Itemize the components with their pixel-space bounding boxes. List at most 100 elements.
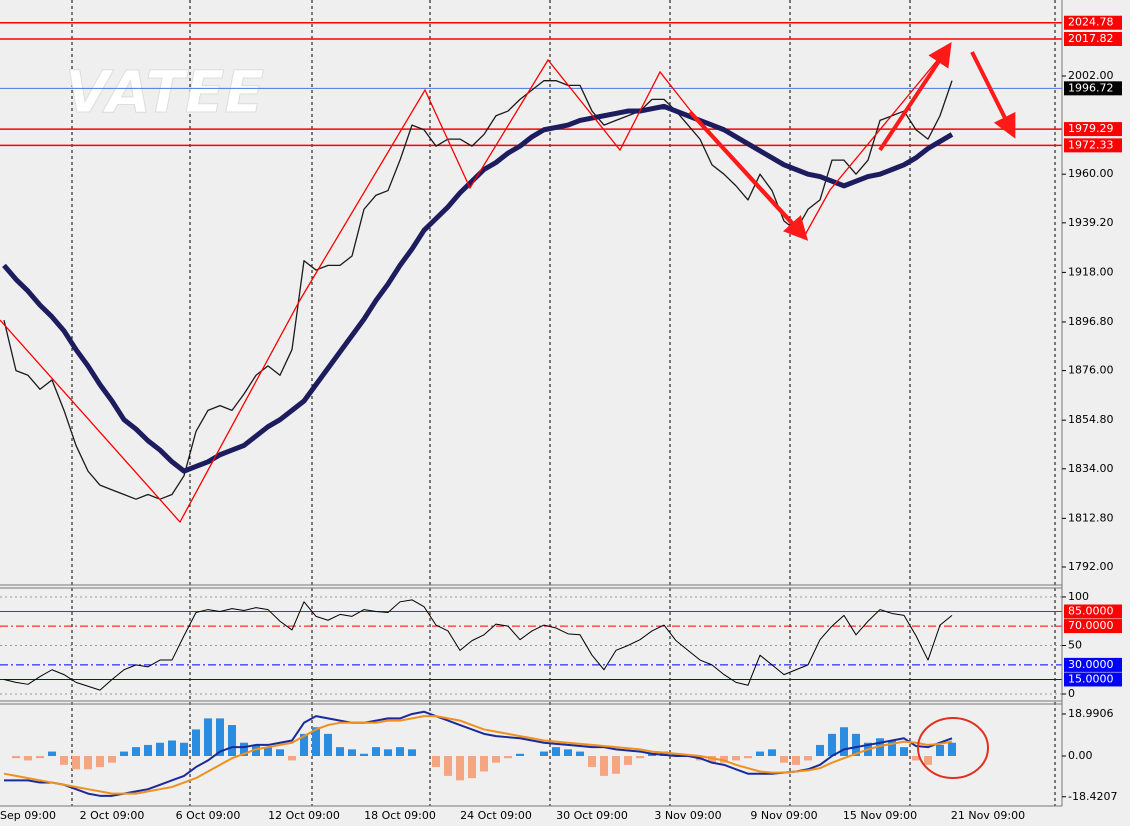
y-tick-label: 1854.80 bbox=[1068, 413, 1114, 426]
histogram-bar bbox=[924, 755, 932, 765]
level-label-box bbox=[1064, 15, 1122, 30]
histogram-bar bbox=[480, 755, 488, 772]
histogram-bar bbox=[756, 751, 764, 756]
x-tick-label: Sep 09:00 bbox=[0, 809, 56, 822]
histogram-bar bbox=[444, 755, 452, 776]
histogram-bar bbox=[516, 753, 524, 756]
level-label: 30.0000 bbox=[1068, 658, 1114, 671]
histogram-bar bbox=[468, 755, 476, 779]
histogram-bar bbox=[12, 755, 20, 759]
histogram-bar bbox=[588, 755, 596, 768]
level-label: 15.0000 bbox=[1068, 672, 1114, 685]
histogram-bar bbox=[612, 755, 620, 774]
y-tick-label: 1876.00 bbox=[1068, 364, 1114, 377]
histogram-bar bbox=[948, 742, 956, 756]
watermark: VATEE bbox=[65, 58, 264, 126]
histogram-bar bbox=[48, 751, 56, 756]
histogram-bar bbox=[240, 742, 248, 756]
histogram-bar bbox=[336, 747, 344, 756]
level-label: 70.0000 bbox=[1068, 619, 1114, 632]
level-label: 1979.29 bbox=[1068, 122, 1114, 135]
histogram-bar bbox=[396, 747, 404, 756]
histogram-bar bbox=[312, 727, 320, 756]
y-tick-label: 1939.20 bbox=[1068, 216, 1114, 229]
histogram-bar bbox=[708, 755, 716, 763]
histogram-bar bbox=[492, 755, 500, 763]
y-tick-label: 18.9906 bbox=[1068, 707, 1114, 720]
y-tick-label: 1918.00 bbox=[1068, 265, 1114, 278]
level-label-box bbox=[1064, 657, 1122, 672]
y-tick-label: 0.00 bbox=[1068, 749, 1093, 762]
histogram-bar bbox=[324, 733, 332, 756]
histogram-bar bbox=[912, 755, 920, 761]
histogram-bar bbox=[432, 755, 440, 768]
x-tick-label: 6 Oct 09:00 bbox=[176, 809, 241, 822]
y-tick-label: 0 bbox=[1068, 687, 1075, 700]
histogram-bar bbox=[348, 749, 356, 756]
y-tick-label: 50 bbox=[1068, 638, 1082, 651]
histogram-bar bbox=[840, 727, 848, 756]
x-tick-label: 18 Oct 09:00 bbox=[364, 809, 436, 822]
histogram-bar bbox=[180, 742, 188, 756]
histogram-bar bbox=[576, 751, 584, 756]
histogram-bar bbox=[144, 744, 152, 756]
x-tick-label: 15 Nov 09:00 bbox=[843, 809, 917, 822]
histogram-bar bbox=[408, 749, 416, 756]
histogram-bar bbox=[936, 744, 944, 756]
histogram-bar bbox=[624, 755, 632, 765]
x-tick-label: 3 Nov 09:00 bbox=[654, 809, 721, 822]
series-line bbox=[3, 599, 953, 691]
level-label-box bbox=[1064, 122, 1122, 137]
histogram-bar bbox=[648, 753, 656, 756]
level-label-box bbox=[1064, 81, 1122, 96]
level-label: 2017.82 bbox=[1068, 32, 1114, 45]
y-tick-label: -18.4207 bbox=[1068, 790, 1117, 803]
histogram-bar bbox=[768, 749, 776, 756]
histogram-bar bbox=[108, 755, 116, 763]
histogram-bar bbox=[888, 740, 896, 756]
histogram-bar bbox=[384, 749, 392, 756]
histogram-bar bbox=[804, 755, 812, 761]
x-tick-label: 9 Nov 09:00 bbox=[750, 809, 817, 822]
histogram-bar bbox=[564, 749, 572, 756]
histogram-bar bbox=[84, 755, 92, 770]
level-label: 2024.78 bbox=[1068, 16, 1114, 29]
histogram-bar bbox=[732, 755, 740, 761]
histogram-bar bbox=[360, 753, 368, 756]
histogram-bar bbox=[600, 755, 608, 776]
histogram-bar bbox=[192, 729, 200, 756]
histogram-bar bbox=[552, 747, 560, 756]
y-tick-label: 1834.00 bbox=[1068, 462, 1114, 475]
histogram-bar bbox=[744, 755, 752, 759]
level-label-box bbox=[1064, 604, 1122, 619]
arrows bbox=[688, 41, 1016, 241]
y-tick-label: 1896.80 bbox=[1068, 315, 1114, 328]
level-label-box bbox=[1064, 672, 1122, 687]
histogram-bar bbox=[540, 751, 548, 756]
histogram-bar bbox=[852, 733, 860, 756]
histogram-bar bbox=[672, 753, 680, 756]
histogram-bar bbox=[132, 747, 140, 756]
panel-borders bbox=[0, 0, 1063, 807]
histogram-bar bbox=[60, 755, 68, 765]
x-tick-label: 30 Oct 09:00 bbox=[556, 809, 628, 822]
histogram-bar bbox=[780, 755, 788, 763]
histogram-bar bbox=[288, 755, 296, 761]
histogram-bar bbox=[228, 725, 236, 756]
histogram-bar bbox=[792, 755, 800, 765]
series-line bbox=[3, 715, 953, 795]
histogram-bar bbox=[216, 718, 224, 756]
y-tick-label: 2002.00 bbox=[1068, 69, 1114, 82]
histogram-bar bbox=[36, 755, 44, 759]
level-label: 1996.72 bbox=[1068, 81, 1114, 94]
histogram-bar bbox=[156, 742, 164, 756]
histogram-bar bbox=[96, 755, 104, 768]
y-tick-label: 1792.00 bbox=[1068, 560, 1114, 573]
histogram-bar bbox=[264, 747, 272, 756]
histogram-bar bbox=[204, 718, 212, 756]
level-label: 1972.33 bbox=[1068, 138, 1114, 151]
histogram-bar bbox=[276, 749, 284, 756]
histogram-bar bbox=[372, 747, 380, 756]
